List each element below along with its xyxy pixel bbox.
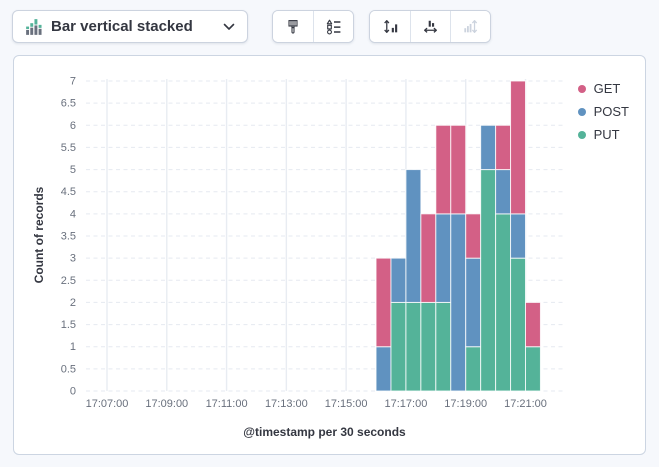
legend-label: GET: [593, 81, 621, 96]
legend-dot-put: [577, 130, 586, 139]
bar-segment-post[interactable]: [390, 257, 407, 303]
bar-segment-put[interactable]: [420, 301, 437, 392]
y-axis-tick-label: 4: [70, 208, 76, 220]
y-axis-tick-label: 4.5: [61, 186, 76, 198]
legend-dot-get: [577, 84, 586, 93]
y-axis-tick-label: 7: [70, 76, 76, 88]
y-axis-title: Count of records: [32, 186, 46, 284]
brush-button[interactable]: [273, 11, 313, 42]
fit-vertical-axis-button[interactable]: [370, 11, 410, 42]
style-button-group: [272, 10, 354, 43]
y-axis-tick-label: 0.5: [61, 363, 76, 375]
stacked-bar-chart: 0 0.5 1 1.5 2 2.5 3 3.5 4 4.5 5 5.5 6 6.5 7 17:07:00 17:…: [61, 76, 563, 410]
fit-vertical-axis-icon: [383, 20, 397, 33]
y-axis-tick-label: 3: [70, 253, 76, 265]
bar-segment-put[interactable]: [495, 213, 512, 392]
bar-segment-get[interactable]: [375, 257, 392, 348]
y-axis-tick-label: 5.5: [61, 142, 76, 154]
values-icon: [326, 19, 340, 34]
toolbar: Bar vertical stacked: [12, 10, 491, 43]
fit-horizontal-axis-button[interactable]: [410, 11, 450, 42]
legend-label: PUT: [593, 127, 620, 142]
x-axis-tick-label: 17:07:00: [86, 398, 129, 410]
y-axis-tick-label: 5: [70, 164, 76, 176]
bar-segment-put[interactable]: [435, 301, 452, 392]
x-axis-tick-label: 17:11:00: [206, 398, 248, 410]
fit-horizontal-axis-icon: [424, 20, 437, 33]
bar-segment-post[interactable]: [405, 169, 422, 303]
collapse-vertical-axis-button[interactable]: [450, 11, 490, 42]
bar-segment-get[interactable]: [420, 213, 437, 303]
bar-segment-get[interactable]: [465, 213, 482, 259]
y-axis-tick-label: 1.5: [61, 319, 76, 331]
bar-segment-post[interactable]: [375, 346, 392, 392]
legend-item-get[interactable]: GET: [577, 77, 629, 100]
brush-icon: [288, 19, 298, 34]
x-axis-title: @timestamp per 30 seconds: [243, 425, 406, 439]
y-axis-tick-label: 6.5: [61, 98, 76, 110]
y-axis-tick-label: 6: [70, 120, 76, 132]
bar-segment-put[interactable]: [465, 346, 482, 392]
bar-segment-get[interactable]: [510, 80, 527, 215]
y-axis-tick-label: 3.5: [61, 231, 76, 243]
legend-item-put[interactable]: PUT: [577, 123, 629, 146]
y-axis-tick-label: 2: [70, 297, 76, 309]
bar-segment-put[interactable]: [390, 301, 407, 392]
bar-segment-put[interactable]: [525, 346, 541, 392]
y-axis-tick-label: 1: [70, 341, 76, 353]
bar-segment-put[interactable]: [405, 301, 422, 392]
legend-dot-post: [577, 107, 586, 116]
x-axis-tick-label: 17:21:00: [504, 398, 547, 410]
bar-segment-get[interactable]: [450, 124, 467, 215]
axis-fit-button-group: [369, 10, 491, 43]
bar-segment-post[interactable]: [450, 213, 467, 392]
chart-legend: GET POST PUT: [577, 77, 629, 146]
bar-segment-get[interactable]: [435, 124, 452, 215]
chart-panel: 0 0.5 1 1.5 2 2.5 3 3.5 4 4.5 5 5.5 6 6.5 7 17:07:00 17:…: [13, 55, 646, 455]
x-axis-tick-label: 17:15:00: [325, 398, 368, 410]
x-axis-tick-label: 17:13:00: [265, 398, 308, 410]
chart-type-label: Bar vertical stacked: [51, 18, 193, 35]
values-button[interactable]: [313, 11, 353, 42]
bar-segment-post[interactable]: [480, 124, 497, 171]
bar-segment-put[interactable]: [480, 169, 497, 392]
bar-segment-post[interactable]: [495, 169, 512, 215]
legend-label: POST: [593, 104, 629, 119]
bar-segment-put[interactable]: [510, 257, 527, 392]
x-axis-tick-label: 17:19:00: [444, 398, 487, 410]
y-axis-tick-label: 0: [70, 386, 76, 398]
bar-vertical-stacked-icon: [26, 18, 42, 35]
bar-segment-get[interactable]: [525, 301, 541, 348]
bar-segment-post[interactable]: [465, 257, 482, 348]
y-axis-tick-label: 2.5: [61, 275, 76, 287]
bar-segment-post[interactable]: [435, 213, 452, 303]
collapse-vertical-axis-icon: [464, 20, 478, 33]
bar-segment-post[interactable]: [510, 213, 527, 259]
x-axis-tick-label: 17:09:00: [145, 398, 188, 410]
chevron-down-icon: [223, 23, 235, 30]
bar-segment-get[interactable]: [495, 124, 512, 171]
chart-type-dropdown[interactable]: Bar vertical stacked: [12, 10, 248, 43]
x-axis-tick-label: 17:17:00: [385, 398, 428, 410]
legend-item-post[interactable]: POST: [577, 100, 629, 123]
